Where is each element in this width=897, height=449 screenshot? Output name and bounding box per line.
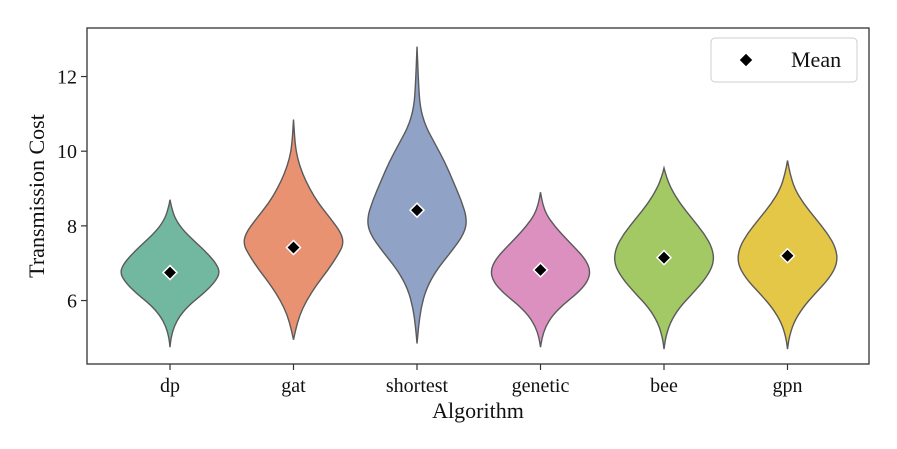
y-tick-label-12: 12	[57, 67, 77, 89]
mean-marker-genetic	[532, 261, 549, 278]
means-group	[161, 202, 796, 281]
mean-marker-shortest	[408, 202, 426, 219]
x-tick-label-genetic: genetic	[512, 375, 570, 397]
y-tick-label-6: 6	[67, 291, 77, 313]
mean-marker-bee	[655, 249, 673, 266]
x-tick-label-bee: bee	[650, 375, 678, 397]
plot-frame	[86, 27, 870, 365]
violins-group	[120, 46, 838, 350]
legend-mean-marker	[738, 52, 754, 68]
x-tick-label-gat: gat	[281, 375, 306, 397]
mean-marker-dp	[161, 264, 179, 281]
mean-marker-gpn	[779, 247, 796, 264]
x-tick-label-gpn: gpn	[773, 375, 803, 397]
x-axis-label: Algorithm	[432, 398, 524, 423]
x-axis: dp gat shortest genetic bee gpn	[160, 364, 803, 397]
legend-mean-label: Mean	[791, 47, 841, 72]
violin-shortest	[367, 46, 467, 344]
x-tick-label-dp: dp	[160, 375, 180, 397]
mean-marker-gat	[285, 239, 302, 256]
y-axis-label: Transmission Cost	[24, 114, 49, 278]
y-tick-label-8: 8	[67, 216, 77, 238]
legend: Mean	[710, 37, 858, 83]
legend-box	[710, 37, 858, 83]
x-tick-label-shortest: shortest	[386, 375, 449, 397]
violin-gat	[243, 119, 344, 340]
y-axis: 6 8 10 12	[57, 67, 87, 313]
y-tick-label-10: 10	[57, 141, 77, 163]
